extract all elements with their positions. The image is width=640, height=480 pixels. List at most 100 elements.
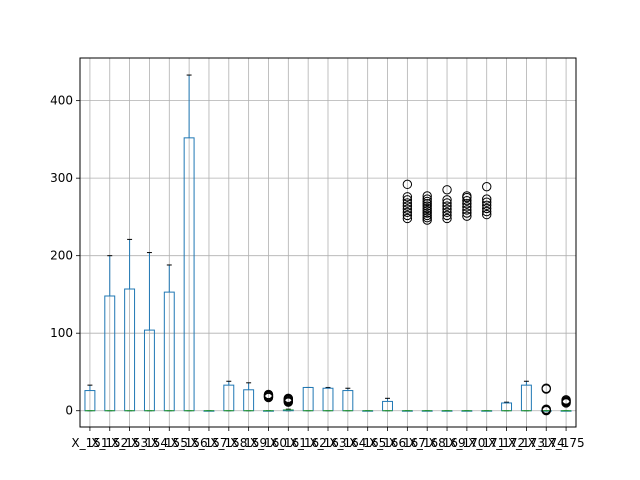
box-X_173 <box>520 380 532 412</box>
box-X_154 <box>143 252 155 412</box>
flier-point <box>442 185 452 195</box>
x-tick-label: X_173 <box>508 436 545 450</box>
flier-point <box>402 210 413 221</box>
box-X_152 <box>104 255 116 412</box>
flier-point <box>462 202 472 212</box>
flier-point <box>442 207 452 217</box>
box-X_172 <box>501 401 513 412</box>
flier-point <box>442 198 452 208</box>
flier-point <box>462 191 472 201</box>
flier-point <box>422 199 432 209</box>
flier-point <box>402 201 413 211</box>
flier-point <box>422 206 432 216</box>
x-tick-label: X_163 <box>309 436 346 450</box>
box-X_164 <box>342 387 354 412</box>
x-tick-label: X_170 <box>448 436 485 450</box>
flier-point <box>482 181 492 192</box>
flier-point <box>442 204 452 214</box>
flier-point <box>462 211 472 221</box>
flier-point <box>462 205 472 215</box>
x-tick-label: X_174 <box>528 436 565 450</box>
box-X_155 <box>163 264 175 412</box>
flier-point <box>402 213 413 224</box>
box-X_156 <box>183 74 195 412</box>
box-X_158 <box>223 380 235 412</box>
x-tick-label: X_152 <box>91 436 128 450</box>
flier-point <box>482 197 492 207</box>
flier-point <box>462 208 472 218</box>
box-X_159 <box>243 382 255 412</box>
box-X_167 <box>401 179 413 412</box>
x-tick-label: X_172 <box>488 436 525 450</box>
flier-point <box>442 195 452 205</box>
x-tick-label: X_151 <box>71 436 108 450</box>
x-tick-label: X_166 <box>369 436 406 450</box>
flier-point <box>482 206 492 217</box>
box-X_162 <box>302 386 314 412</box>
x-tick-label: X_155 <box>151 436 188 450</box>
flier-point <box>422 210 432 221</box>
flier-point <box>402 207 413 217</box>
x-tick-label: X_154 <box>131 436 168 450</box>
flier-point <box>462 199 472 209</box>
box-X_175 <box>560 395 572 412</box>
y-tick-label: 0 <box>65 404 73 418</box>
box-X_170 <box>461 191 473 412</box>
grid <box>80 58 576 427</box>
flier-point <box>283 393 294 404</box>
box-X_153 <box>124 238 136 412</box>
y-axis: 0 100 200 300 400 <box>50 94 80 418</box>
box-X_151 <box>84 384 96 412</box>
x-axis: X_151X_152X_153X_154X_155X_156X_157X_158… <box>71 427 585 450</box>
flier-point <box>422 194 432 204</box>
flier-point <box>482 209 492 220</box>
x-tick-label: X_175 <box>548 436 585 450</box>
x-tick-label: X_161 <box>270 436 307 450</box>
x-tick-label: X_164 <box>329 436 366 450</box>
x-tick-label: X_162 <box>290 436 327 450</box>
box-X_163 <box>322 386 334 412</box>
flier-point <box>561 395 571 405</box>
box-X_168 <box>421 191 433 412</box>
flier-point <box>263 389 274 400</box>
x-tick-label: X_159 <box>230 436 267 450</box>
x-tick-label: X_165 <box>349 436 386 450</box>
x-tick-label: X_169 <box>428 436 465 450</box>
flier-point <box>402 198 413 208</box>
x-tick-label: X_153 <box>111 436 148 450</box>
flier-point <box>422 208 432 218</box>
x-tick-label: X_160 <box>250 436 287 450</box>
flier-point <box>422 212 432 223</box>
y-tick-label: 200 <box>50 249 73 263</box>
flier-point <box>442 210 452 221</box>
flier-point <box>482 194 492 204</box>
box-X_160 <box>263 389 274 412</box>
flier-point <box>442 213 452 224</box>
y-tick-label: 300 <box>50 171 73 185</box>
flier-point <box>541 383 551 393</box>
flier-point <box>422 191 432 201</box>
boxes <box>84 74 572 416</box>
y-tick-label: 100 <box>50 326 73 340</box>
flier-point <box>402 204 413 214</box>
box-X_166 <box>382 397 393 412</box>
flier-point <box>482 200 492 210</box>
flier-point <box>422 203 432 214</box>
y-tick-label: 400 <box>50 94 73 108</box>
x-tick-label: X_171 <box>468 436 505 450</box>
x-tick-label: X_168 <box>409 436 446 450</box>
x-tick-label: X_167 <box>389 436 426 450</box>
flier-point <box>402 195 413 205</box>
x-tick-label: X_156 <box>171 436 208 450</box>
x-tick-label: X_157 <box>190 436 227 450</box>
flier-point <box>402 179 413 190</box>
flier-point <box>422 201 432 211</box>
box-X_171 <box>481 181 493 412</box>
flier-point <box>462 195 472 206</box>
x-tick-label: X_158 <box>210 436 247 450</box>
box-X_157 <box>203 410 215 412</box>
flier-point <box>422 215 432 225</box>
flier-point <box>541 404 551 414</box>
box-X_165 <box>362 410 374 412</box>
box-X_161 <box>282 393 294 412</box>
